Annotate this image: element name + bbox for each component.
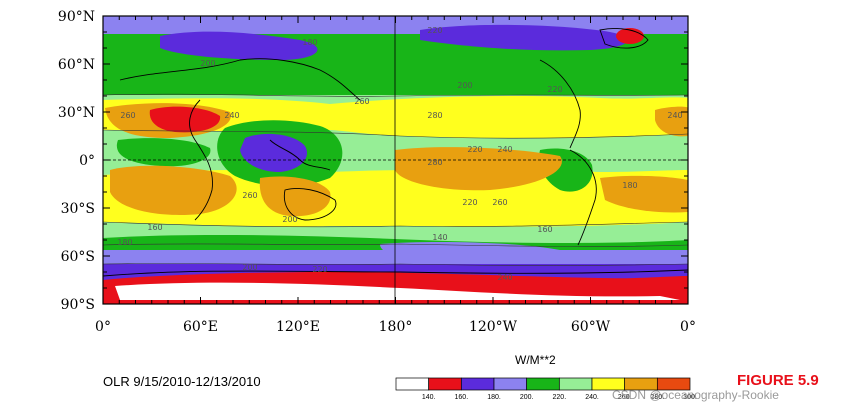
- colorbar-tick-label: 200.: [520, 394, 534, 401]
- colorbar-swatch: [558, 377, 593, 391]
- contour-label: 200: [282, 215, 297, 224]
- latitude-label: 90°S: [61, 297, 95, 313]
- latitude-label: 0°: [79, 153, 95, 169]
- latitude-label: 30°S: [61, 201, 95, 217]
- contour-label: 260: [242, 191, 257, 200]
- longitude-label: 60°E: [183, 319, 218, 335]
- colorbar-tick-label: 160.: [455, 394, 469, 401]
- latitude-labels: 90°N 60°N 30°N 0° 30°S 60°S 90°S: [58, 9, 95, 313]
- contour-label: 160: [147, 223, 162, 232]
- longitude-label: 60°W: [571, 319, 611, 335]
- contour-label: 240: [497, 273, 512, 282]
- colorbar-tick-label: 280.: [651, 394, 665, 401]
- contour-label: 220: [467, 145, 482, 154]
- contour-label: 260: [120, 111, 135, 120]
- colorbar-swatch: [460, 377, 495, 391]
- longitude-label: 120°E: [276, 319, 320, 335]
- contour-label: 280: [427, 111, 442, 120]
- contour-label: 180: [117, 238, 132, 247]
- colorbar-swatch: [656, 377, 691, 391]
- coastlines: [103, 28, 688, 277]
- colorbar-swatch: [395, 377, 430, 391]
- colorbar-units: W/M**2: [515, 353, 556, 367]
- colorbar-tick-label: 180.: [487, 394, 501, 401]
- contour-label: 220: [312, 265, 327, 274]
- longitude-label: 0°: [95, 319, 111, 335]
- contour-label: 240: [497, 145, 512, 154]
- olr-field: [103, 16, 688, 304]
- contour-label: 220: [462, 198, 477, 207]
- contour-lines: [103, 93, 688, 266]
- contour-label: 180: [302, 38, 317, 47]
- contour-label: 140: [432, 233, 447, 242]
- colorbar-tick-label: 220.: [553, 394, 567, 401]
- latitude-label: 30°N: [58, 105, 95, 121]
- latitude-label: 60°S: [61, 249, 95, 265]
- contour-label: 220: [427, 26, 442, 35]
- contour-label: 200: [242, 263, 257, 272]
- colorbar-tick-label: 140.: [422, 394, 436, 401]
- contour-label: 260: [354, 97, 369, 106]
- contour-label: 280: [427, 158, 442, 167]
- figure-label: FIGURE 5.9: [737, 372, 819, 389]
- contour-label: 200: [200, 59, 215, 68]
- longitude-labels: 0° 60°E 120°E 180° 120°W 60°W 0°: [95, 319, 696, 335]
- contour-label: 220: [547, 85, 562, 94]
- contour-label: 260: [492, 198, 507, 207]
- longitude-label: 0°: [680, 319, 696, 335]
- watermark: CSDN @oceanography-Rookie: [612, 388, 779, 402]
- contour-value-labels: 180 200 220 240 260 280 200 220 240 260 280 220 240 2…: [117, 26, 682, 282]
- colorbar: 140. 160. 180. 200. 220. 240. 260. 280. 300.: [395, 377, 697, 401]
- contour-label: 240: [224, 111, 239, 120]
- contour-label: 200: [457, 81, 472, 90]
- colorbar-swatch: [493, 377, 528, 391]
- colorbar-tick-label: 260.: [618, 394, 632, 401]
- contour-label: 240: [667, 111, 682, 120]
- latitude-label: 60°N: [58, 57, 95, 73]
- contour-label: 180: [622, 181, 637, 190]
- plot-caption: OLR 9/15/2010-12/13/2010: [103, 374, 261, 389]
- colorbar-tick-label: 240.: [585, 394, 599, 401]
- longitude-label: 180°: [379, 319, 413, 335]
- colorbar-swatch: [428, 377, 462, 391]
- latitude-label: 90°N: [58, 9, 95, 25]
- contour-label: 160: [537, 225, 552, 234]
- colorbar-swatch: [526, 377, 560, 391]
- axis-ticks: [102, 15, 689, 305]
- colorbar-tick-label: 300.: [683, 394, 697, 401]
- longitude-label: 120°W: [469, 319, 518, 335]
